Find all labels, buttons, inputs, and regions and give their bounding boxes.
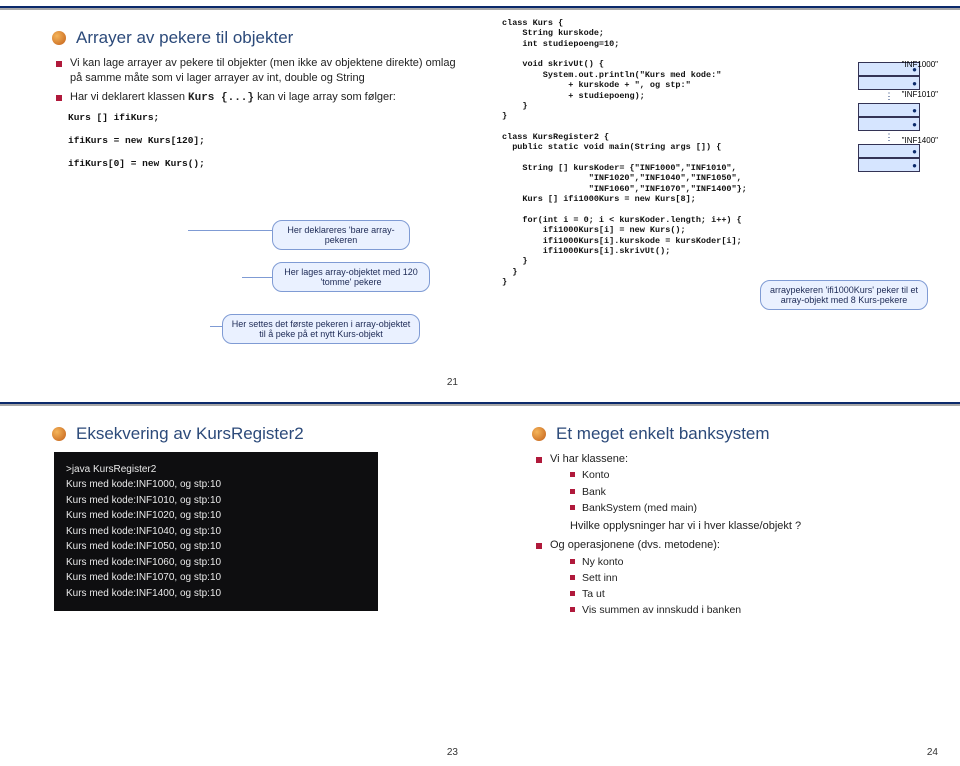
- text: Og operasjonene (dvs. metodene):: [550, 539, 720, 551]
- terminal-line: >java KursRegister2: [66, 462, 366, 478]
- slide-title: Arrayer av pekere til objekter: [52, 28, 458, 48]
- terminal-line: Kurs med kode:INF1060, og stp:10: [66, 555, 366, 571]
- callout: Her lages array-objektet med 120 'tomme'…: [272, 262, 430, 292]
- question-text: Hvilke opplysninger har vi i hver klasse…: [570, 519, 938, 534]
- text: Vi har klassene:: [550, 453, 628, 465]
- slide1-body: Kurs [] ifiKurs; ifiKurs = new Kurs[120]…: [22, 112, 458, 372]
- terminal-line: Kurs med kode:INF1050, og stp:10: [66, 539, 366, 555]
- terminal-line: Kurs med kode:INF1020, og stp:10: [66, 508, 366, 524]
- sub-item: Vis summen av innskudd i banken: [570, 603, 938, 617]
- header-stripe: [480, 6, 960, 10]
- page-number: 21: [447, 377, 458, 388]
- sub-item: Ny konto: [570, 555, 938, 569]
- callout: Her deklareres 'bare array-pekeren: [272, 220, 410, 250]
- sub-list: Ny konto Sett inn Ta ut Vis summen av in…: [570, 555, 938, 618]
- array-label: "INF1400": [902, 136, 938, 145]
- slide-4: Et meget enkelt banksystem Vi har klasse…: [480, 396, 960, 766]
- bullet-item: Vi kan lage arrayer av pekere til objekt…: [56, 56, 458, 86]
- title-text: Arrayer av pekere til objekter: [76, 28, 293, 48]
- terminal-line: Kurs med kode:INF1010, og stp:10: [66, 493, 366, 509]
- array-cell: ●: [858, 76, 920, 90]
- bullet-item: Vi har klassene: Konto Bank BankSystem (…: [536, 452, 938, 534]
- sub-item: Ta ut: [570, 587, 938, 601]
- arrow-line: [210, 326, 222, 327]
- title-text: Et meget enkelt banksystem: [556, 424, 770, 444]
- array-cell: ●: [858, 117, 920, 131]
- array-label: "INF1010": [902, 90, 938, 99]
- arrow-line: [242, 277, 272, 278]
- array-cell: ●: [858, 103, 920, 117]
- array-label: "INF1000": [902, 60, 938, 69]
- sub-item: Konto: [570, 468, 938, 482]
- array-cell: ●: [858, 158, 920, 172]
- sub-item: BankSystem (med main): [570, 501, 938, 515]
- slide-1: Arrayer av pekere til objekter Vi kan la…: [0, 0, 480, 396]
- slide-grid: Arrayer av pekere til objekter Vi kan la…: [0, 0, 960, 766]
- sub-item: Bank: [570, 485, 938, 499]
- code-inline: Kurs {...}: [188, 92, 254, 104]
- header-stripe: [480, 402, 960, 406]
- callout: Her settes det første pekeren i array-ob…: [222, 314, 420, 344]
- callout: arraypekeren 'ifi1000Kurs' peker til et …: [760, 280, 928, 310]
- slide2-body: class Kurs { String kurskode; int studie…: [502, 18, 938, 338]
- terminal-line: Kurs med kode:INF1070, og stp:10: [66, 570, 366, 586]
- header-stripe: [0, 6, 480, 10]
- header-stripe: [0, 402, 480, 406]
- terminal-line: Kurs med kode:INF1400, og stp:10: [66, 586, 366, 602]
- terminal-output: >java KursRegister2 Kurs med kode:INF100…: [54, 452, 378, 612]
- sub-item: Sett inn: [570, 571, 938, 585]
- terminal-line: Kurs med kode:INF1040, og stp:10: [66, 524, 366, 540]
- text: kan vi lage array som følger:: [254, 91, 396, 103]
- array-cell: ●: [858, 144, 920, 158]
- bullet-list: Vi har klassene: Konto Bank BankSystem (…: [536, 452, 938, 618]
- page-number: 23: [447, 747, 458, 758]
- sub-list: Konto Bank BankSystem (med main): [570, 468, 938, 515]
- array-diagram: ● ● ⋮ ● ● ⋮ ● ●: [858, 62, 920, 172]
- bullet-list: Vi kan lage arrayer av pekere til objekt…: [56, 56, 458, 106]
- arrow-line: [188, 230, 272, 231]
- slide-title: Eksekvering av KursRegister2: [52, 424, 458, 444]
- slide-2: class Kurs { String kurskode; int studie…: [480, 0, 960, 396]
- title-text: Eksekvering av KursRegister2: [76, 424, 304, 444]
- bullet-item: Og operasjonene (dvs. metodene): Ny kont…: [536, 538, 938, 618]
- terminal-line: Kurs med kode:INF1000, og stp:10: [66, 477, 366, 493]
- page-number: 24: [927, 747, 938, 758]
- bullet-item: Har vi deklarert klassen Kurs {...} kan …: [56, 90, 458, 106]
- slide-3: Eksekvering av KursRegister2 >java KursR…: [0, 396, 480, 766]
- text: Har vi deklarert klassen: [70, 91, 188, 103]
- code-block: Kurs [] ifiKurs; ifiKurs = new Kurs[120]…: [68, 112, 205, 170]
- slide-title: Et meget enkelt banksystem: [532, 424, 938, 444]
